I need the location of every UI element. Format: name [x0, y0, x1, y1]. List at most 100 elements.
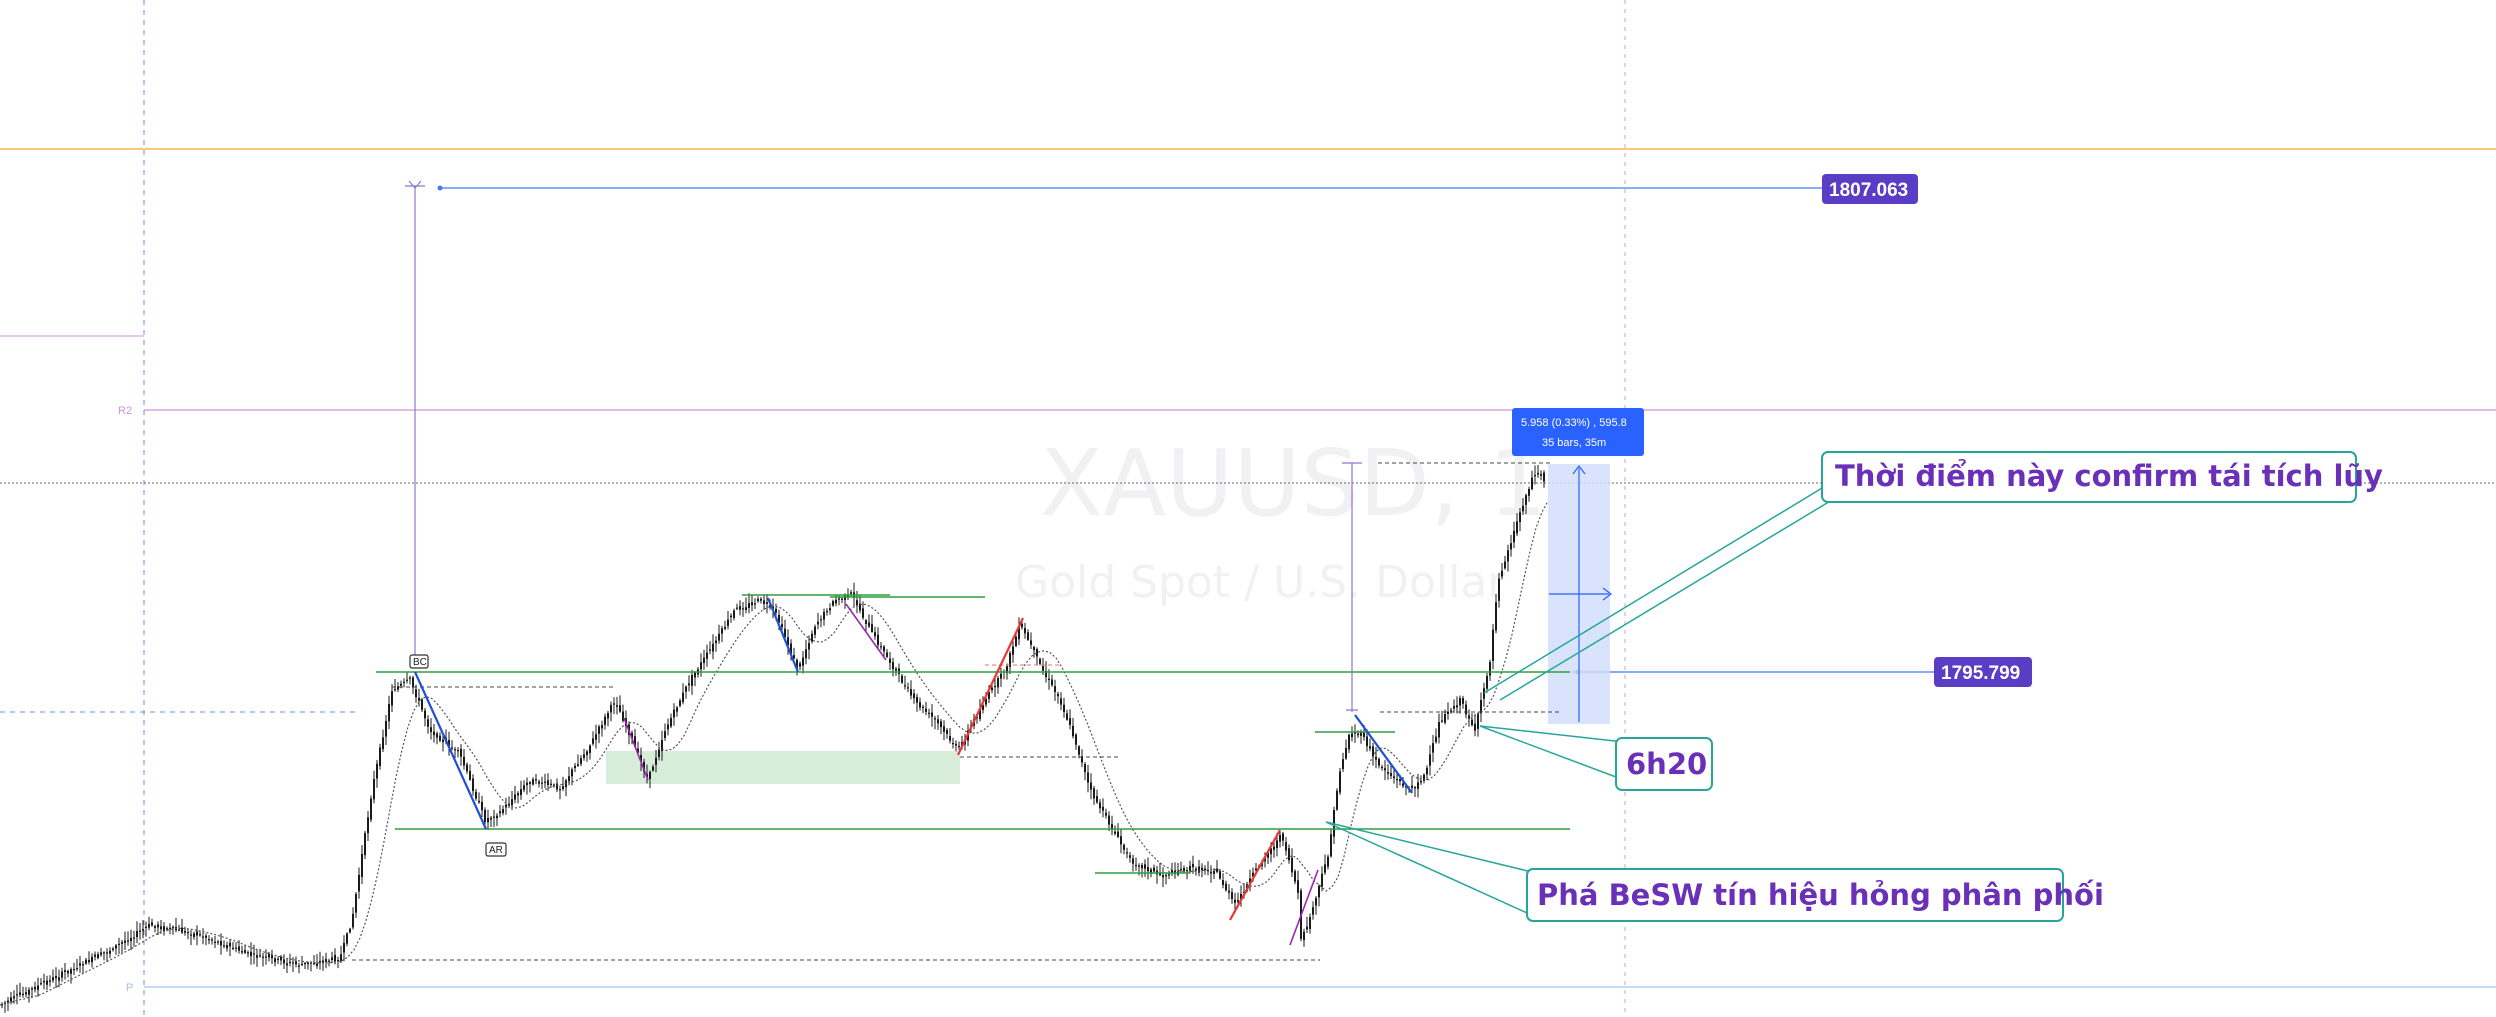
candle-body — [463, 756, 465, 766]
candle-body — [1012, 646, 1014, 655]
demand-zone[interactable] — [606, 751, 960, 784]
candle-body — [94, 954, 96, 957]
swing-red-1[interactable] — [1229, 829, 1281, 921]
candle-body — [952, 743, 954, 745]
ma-fast-line[interactable] — [0, 500, 1549, 1006]
candle-body — [481, 801, 483, 811]
candle-body — [979, 709, 981, 719]
candle-body — [391, 691, 393, 706]
candle-body — [1429, 754, 1431, 766]
candle-body — [613, 703, 615, 705]
candle-body — [550, 783, 552, 785]
swing-purple-2[interactable] — [1289, 869, 1319, 946]
candle-body — [478, 800, 480, 803]
candle-body — [451, 747, 453, 749]
candle-body — [1147, 867, 1149, 872]
candle-body — [1522, 505, 1524, 512]
candle-body — [61, 971, 63, 978]
candle-body — [28, 989, 30, 995]
candle-body — [940, 721, 942, 728]
swing-purple-0[interactable] — [845, 603, 887, 661]
candle-body — [1501, 570, 1503, 577]
candle-body — [169, 927, 171, 929]
candle-body — [487, 818, 489, 823]
candle-body — [337, 960, 339, 962]
candle-body — [1150, 869, 1152, 873]
callout-time-6h20[interactable]: 6h20 — [1615, 737, 1713, 791]
candle-body — [874, 632, 876, 637]
candle-body — [1342, 759, 1344, 769]
candle-body — [685, 686, 687, 692]
candle-body — [436, 733, 438, 738]
candle-body — [19, 992, 21, 995]
candle-body — [664, 731, 666, 738]
candle-body — [643, 762, 645, 772]
candle-body — [1144, 864, 1146, 869]
candle-body — [1384, 768, 1386, 771]
candle-body — [721, 628, 723, 634]
candle-body — [22, 993, 24, 995]
swing-blue-0[interactable] — [413, 671, 488, 830]
candle-body — [637, 748, 639, 753]
candle-body — [1372, 746, 1374, 757]
candle-body — [43, 980, 45, 983]
candle-body — [700, 662, 702, 670]
measure-tooltip-line1: 5.958 (0.33%) , 595.8 — [1521, 417, 1627, 429]
swing-red-0[interactable] — [957, 617, 1024, 756]
candle-body — [655, 757, 657, 765]
candle-body — [211, 939, 213, 941]
candle-body — [1036, 648, 1038, 657]
candle-body — [649, 771, 651, 779]
candle-body — [892, 662, 894, 670]
candle-body — [373, 779, 375, 800]
candle-body — [1132, 858, 1134, 864]
callout-break-besw[interactable]: Phá BeSW tín hiệu hỏng phân phối — [1526, 868, 2104, 922]
candle-body — [301, 963, 303, 965]
candle-body — [1231, 892, 1233, 899]
callout-confirm-reaccumulation[interactable]: Thời điểm này confirm tái tích lũy — [1821, 451, 2383, 503]
candle-body — [1084, 764, 1086, 773]
candle-body — [691, 675, 693, 686]
candle-body — [469, 770, 471, 780]
candle-body — [148, 923, 150, 928]
candle-body — [1111, 823, 1113, 830]
candle-body — [592, 738, 594, 744]
swing-purple-1[interactable] — [623, 717, 649, 781]
candle-body — [748, 603, 750, 608]
candle-body — [934, 718, 936, 720]
candle-body — [1180, 868, 1182, 871]
candle-body — [229, 942, 231, 947]
candle-body — [298, 965, 300, 967]
candle-body — [523, 785, 525, 790]
candle-body — [73, 969, 75, 971]
callout-leader-confirm-2 — [1499, 499, 1833, 701]
candle-body — [292, 962, 294, 964]
candle-body — [817, 621, 819, 625]
candle-body — [1267, 852, 1269, 858]
candle-body — [286, 963, 288, 966]
candle-body — [106, 952, 108, 954]
candle-body — [595, 734, 597, 740]
candle-body — [1099, 802, 1101, 809]
candle-body — [1024, 628, 1026, 634]
candle-body — [352, 913, 354, 928]
target-line-anchor[interactable] — [437, 185, 443, 191]
candle-body — [1066, 713, 1068, 720]
candle-body — [799, 663, 801, 667]
candle-body — [790, 643, 792, 654]
drawings-layer — [352, 180, 1570, 961]
candle-body — [679, 700, 681, 706]
candle-body — [1096, 796, 1098, 803]
candle-body — [829, 608, 831, 611]
candle-body — [682, 692, 684, 703]
candle-body — [1279, 835, 1281, 842]
candle-body — [250, 951, 252, 957]
candle-body — [1402, 783, 1404, 787]
candle-body — [109, 950, 111, 954]
candle-body — [673, 709, 675, 718]
candle-body — [1456, 705, 1458, 708]
candle-body — [1393, 776, 1395, 779]
swing-blue-2[interactable] — [1354, 714, 1413, 794]
swing-blue-1[interactable] — [766, 597, 800, 673]
